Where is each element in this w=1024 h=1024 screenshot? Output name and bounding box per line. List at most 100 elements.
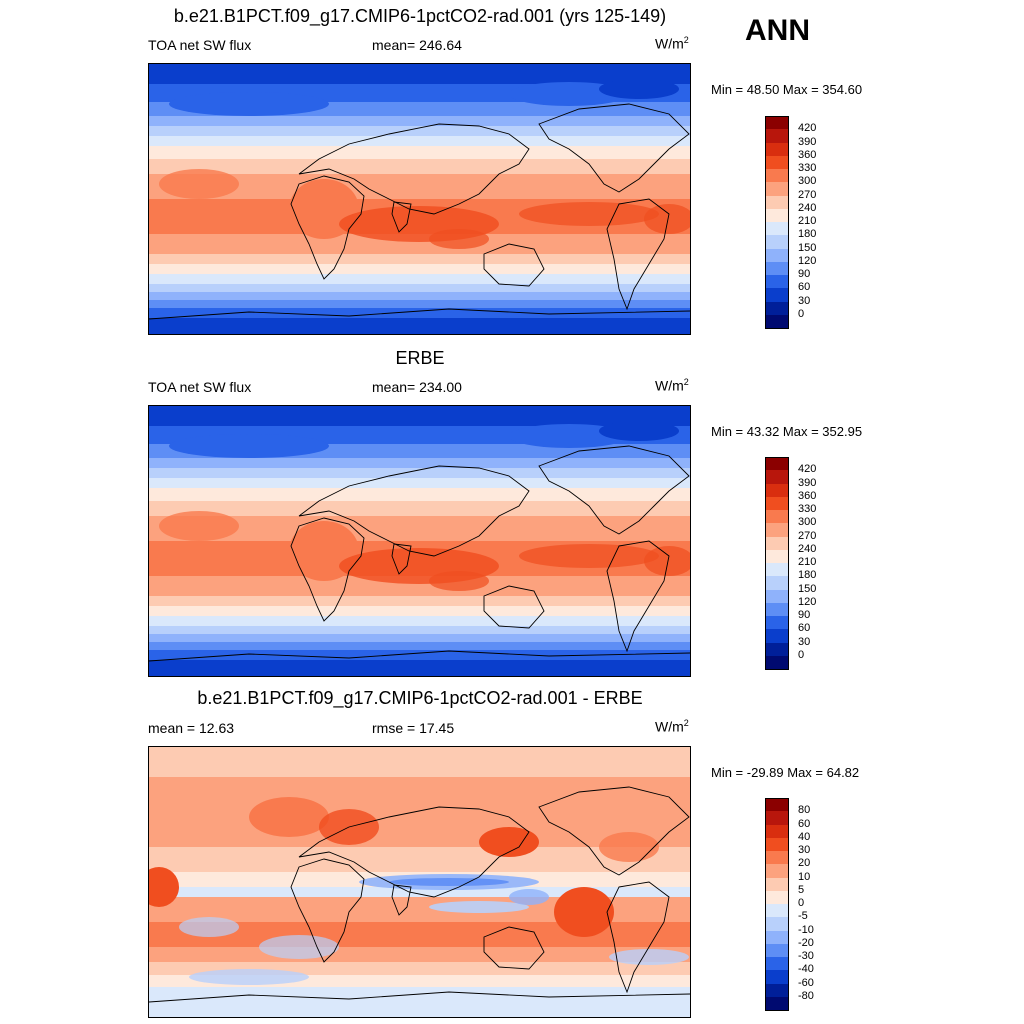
- colorbar-swatch: [765, 275, 789, 289]
- colorbar-tick-label: 60: [798, 817, 811, 830]
- colorbar-swatch: [765, 235, 789, 249]
- colorbar-swatch: [765, 616, 789, 630]
- field-blob: [189, 969, 309, 985]
- colorbar-tick-label: -80: [798, 989, 814, 1002]
- field-blob: [389, 878, 509, 886]
- colorbar-swatch: [765, 523, 789, 537]
- colorbar-swatch: [765, 208, 789, 223]
- colorbar-swatch: [765, 904, 789, 918]
- field-blob: [509, 889, 549, 905]
- coastline: [290, 517, 365, 622]
- field-band: [149, 254, 690, 264]
- colorbar-tick-label: 90: [798, 268, 811, 280]
- field-blob: [644, 204, 690, 234]
- colorbar-tick-label: 180: [798, 228, 817, 241]
- field-band: [149, 116, 690, 126]
- colorbar-swatch: [765, 970, 789, 984]
- coastline: [298, 123, 530, 215]
- panel-3-minmax: Min = -29.89 Max = 64.82: [711, 765, 860, 780]
- colorbar-swatch: [765, 576, 789, 590]
- field-band: [149, 318, 690, 334]
- field-blob: [249, 797, 329, 837]
- field-band: [149, 458, 690, 468]
- field-blob: [259, 935, 339, 959]
- panel-1-map-svg: [149, 64, 690, 334]
- field-blob: [159, 511, 239, 541]
- colorbar-swatch: [765, 288, 789, 302]
- field-band: [149, 300, 690, 308]
- colorbar-swatch: [765, 301, 789, 316]
- field-band: [149, 284, 690, 292]
- colorbar-tick-label: 60: [798, 622, 811, 635]
- panel-2-units: W/m2: [655, 377, 689, 394]
- coastline: [483, 243, 545, 287]
- field-blob: [169, 92, 329, 116]
- panel-1-title: b.e21.B1PCT.f09_g17.CMIP6-1pctCO2-rad.00…: [173, 6, 667, 26]
- panel-2-map-svg: [149, 406, 690, 676]
- colorbar-swatch: [765, 563, 789, 577]
- panel-3-rmse-label: rmse = 17.45: [372, 720, 455, 736]
- field-band: [149, 642, 690, 650]
- colorbar-tick-label: 10: [798, 870, 811, 883]
- field-band: [149, 887, 690, 897]
- colorbar-tick-label: 390: [798, 135, 817, 148]
- colorbar-swatch: [765, 116, 789, 130]
- coastline: [391, 884, 412, 916]
- field-blob: [609, 949, 689, 965]
- field-band: [149, 807, 690, 847]
- panel-3-colorbar: 80 60 40 30 20 10 5 0 -5 -10 -20 -30 -40 -60 -80: [765, 798, 855, 1011]
- coastline: [538, 103, 690, 193]
- colorbar-swatch: [765, 811, 789, 825]
- colorbar-swatch: [765, 155, 789, 170]
- colorbar-tick-label: 150: [798, 241, 817, 254]
- field-blob: [149, 867, 179, 907]
- colorbar-tick-label: 210: [798, 556, 817, 568]
- colorbar-swatch: [765, 129, 789, 143]
- field-band: [149, 606, 690, 616]
- colorbar-swatch: [765, 930, 789, 945]
- colorbar-tick-label: -20: [798, 936, 814, 949]
- colorbar-tick-label: 0: [798, 648, 805, 661]
- coastline: [149, 650, 690, 662]
- colorbar-tick-label: 90: [798, 609, 811, 621]
- coastline: [391, 543, 412, 575]
- panel-1-colorbar: 420 390 360 330 300 270 240 210 180 150 120 90 60 30 0: [765, 116, 855, 329]
- colorbar-swatch: [765, 483, 789, 498]
- coastline: [606, 881, 670, 994]
- field-band: [149, 947, 690, 962]
- field-band: [149, 660, 690, 676]
- colorbar-tick-label: 180: [798, 569, 817, 582]
- panel-2-colorbar: 420 390 360 330 300 270 240 210 180 150 120 90 60 30 0: [765, 457, 855, 670]
- colorbar-tick-label: -10: [798, 923, 814, 936]
- colorbar-tick-label: 330: [798, 162, 817, 174]
- panel-2-map: [148, 405, 691, 677]
- colorbar-tick-label: 330: [798, 503, 817, 515]
- colorbar-swatch: [765, 877, 789, 892]
- field-blob: [169, 434, 329, 458]
- field-band: [149, 274, 690, 284]
- field-band: [149, 747, 690, 777]
- colorbar-tick-label: 120: [798, 254, 817, 267]
- field-band: [149, 234, 690, 254]
- colorbar-swatch: [765, 589, 789, 604]
- coastline: [606, 540, 670, 653]
- colorbar-swatch: [765, 182, 789, 196]
- colorbar-swatch: [765, 248, 789, 263]
- field-blob: [429, 229, 489, 249]
- colorbar-swatch: [765, 314, 789, 329]
- colorbar-tick-label: 420: [798, 122, 817, 135]
- colorbar-tick-label: 30: [798, 844, 811, 856]
- colorbar-swatch: [765, 798, 789, 812]
- field-band: [149, 576, 690, 596]
- colorbar-tick-label: 420: [798, 463, 817, 476]
- colorbar-tick-label: 270: [798, 529, 817, 542]
- field-band: [149, 478, 690, 488]
- colorbar-tick-label: 270: [798, 188, 817, 201]
- colorbar-tick-label: 300: [798, 516, 817, 529]
- field-band: [149, 126, 690, 136]
- colorbar-swatch: [765, 602, 789, 617]
- coastline: [298, 465, 530, 557]
- field-band: [149, 146, 690, 159]
- colorbar-swatch: [765, 222, 789, 236]
- coastline: [149, 991, 690, 1003]
